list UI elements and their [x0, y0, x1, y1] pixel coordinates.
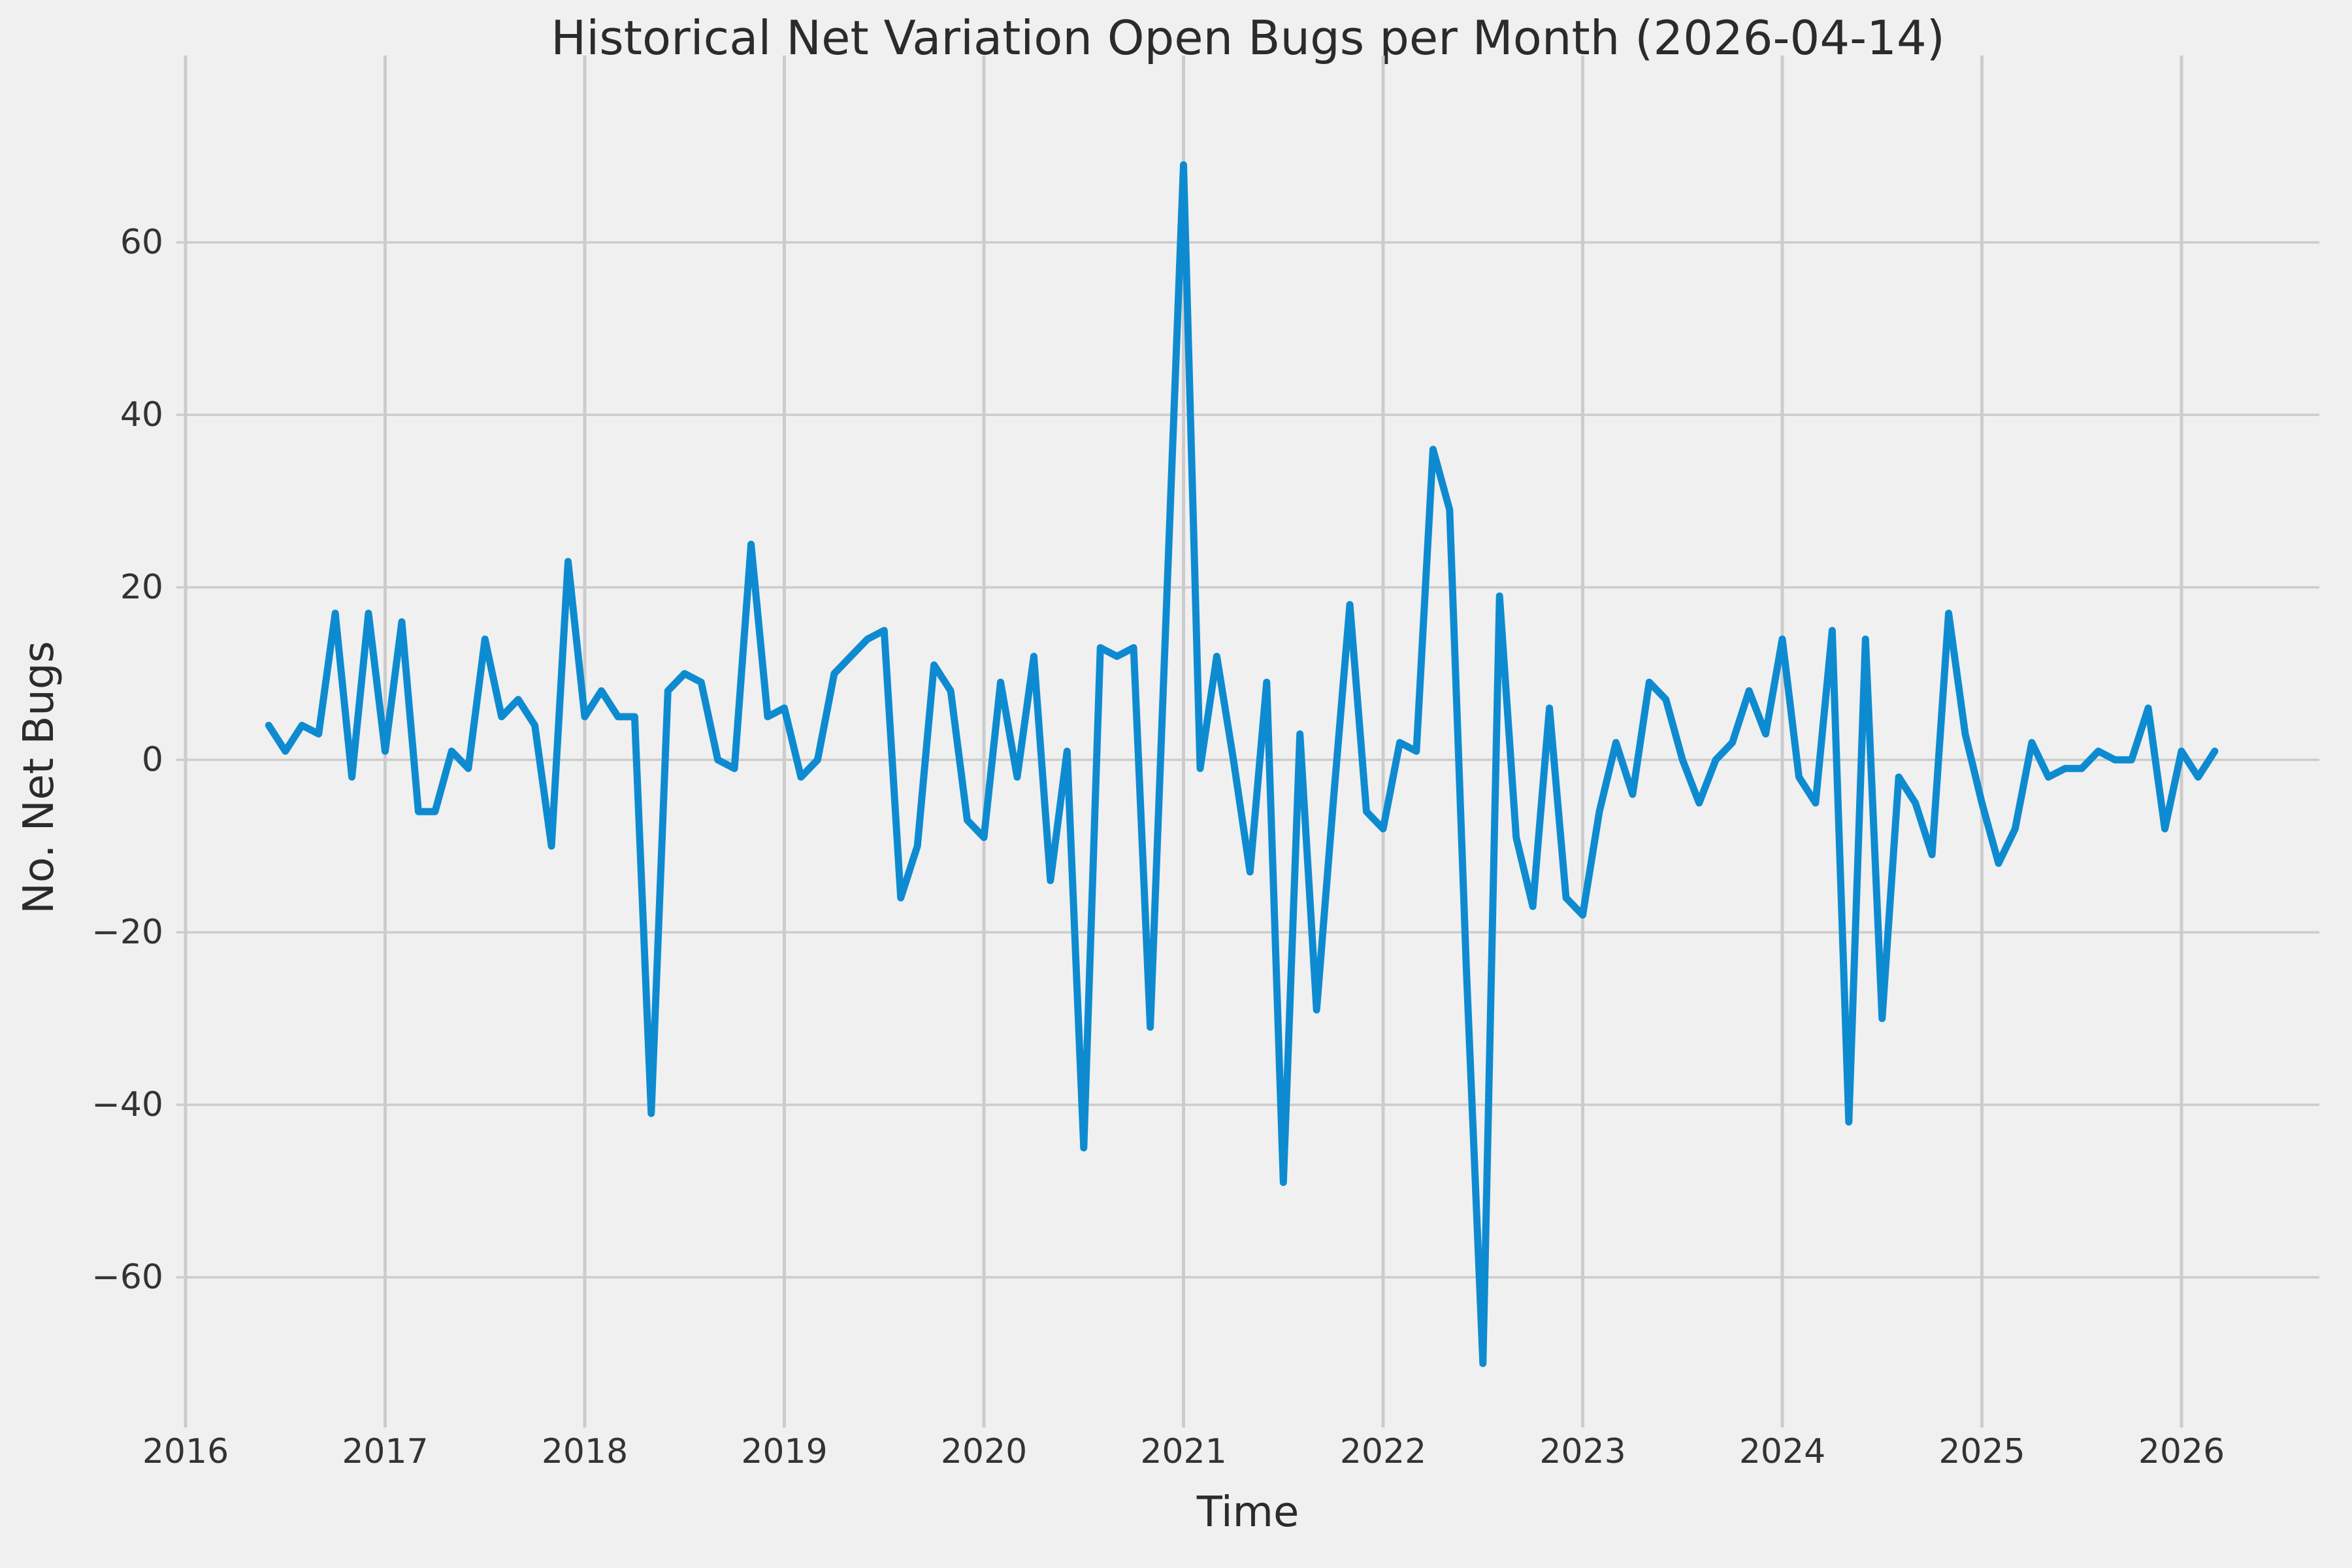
x-axis-label: Time: [1196, 1488, 1299, 1537]
x-tick-label: 2025: [1938, 1432, 2025, 1471]
y-tick-label: 0: [141, 740, 163, 779]
y-tick-label: −40: [91, 1085, 163, 1124]
net-bugs-line-series: [265, 161, 2219, 1367]
x-tick-label: 2021: [1140, 1432, 1227, 1471]
y-tick-label: −20: [91, 913, 163, 952]
x-tick-label: 2016: [142, 1432, 229, 1471]
y-tick-label: 20: [120, 568, 163, 607]
x-tick-label: 2019: [741, 1432, 828, 1471]
y-tick-label: 40: [120, 395, 163, 434]
x-tick-label: 2020: [940, 1432, 1028, 1471]
x-tick-label: 2024: [1739, 1432, 1826, 1471]
y-tick-label: −60: [91, 1258, 163, 1297]
y-axis-label: No. Net Bugs: [15, 641, 63, 914]
x-tick-label: 2017: [342, 1432, 429, 1471]
x-tick-label: 2022: [1339, 1432, 1427, 1471]
x-tick-label: 2023: [1539, 1432, 1626, 1471]
y-tick-label: 60: [120, 223, 163, 262]
x-tick-label: 2026: [2138, 1432, 2225, 1471]
x-tick-label: 2018: [541, 1432, 629, 1471]
